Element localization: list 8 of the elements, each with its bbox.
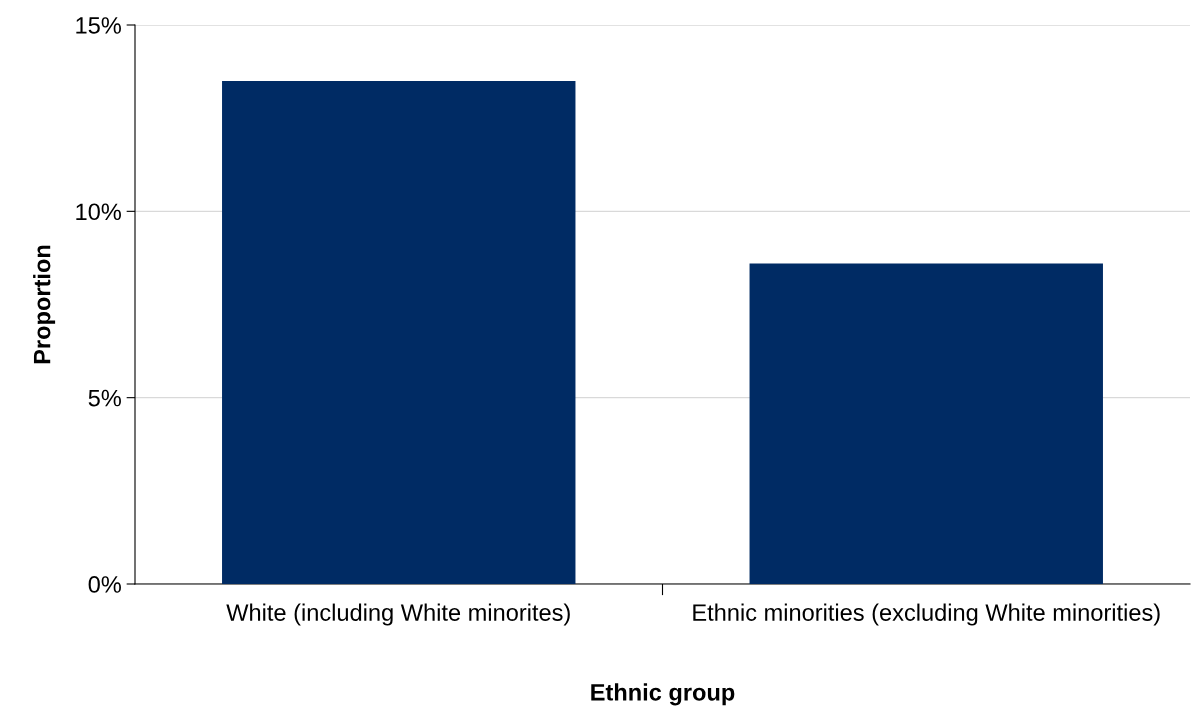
x-tick-label: Ethnic minorities (excluding White minorities) bbox=[693, 603, 1160, 626]
x-tick-label: White (including White minorites) bbox=[226, 603, 570, 626]
y-tick-label: 5% bbox=[88, 389, 121, 407]
y-tick-label: 15% bbox=[76, 17, 121, 34]
x-axis-title: Ethnic group bbox=[591, 683, 735, 706]
y-axis-title: Proportion bbox=[33, 245, 56, 364]
y-tick-label: 10% bbox=[76, 203, 121, 221]
y-tick-label: 0% bbox=[88, 576, 121, 593]
